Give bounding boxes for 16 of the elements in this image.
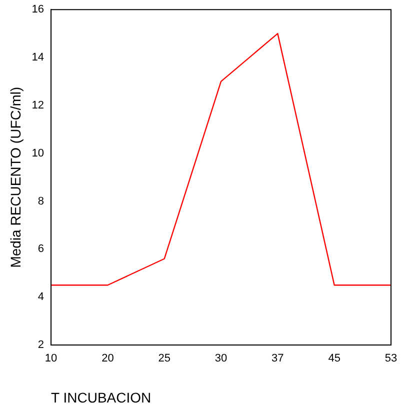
- y-tick-label: 10: [32, 147, 44, 160]
- y-tick-label: 6: [38, 243, 44, 256]
- y-tick-label: 14: [32, 52, 44, 64]
- x-tick-label: 20: [102, 352, 114, 365]
- x-tick-label: 45: [328, 352, 340, 365]
- y-tick-label: 4: [38, 291, 44, 304]
- x-axis-title: T INCUBACION: [51, 389, 152, 406]
- x-tick-label: 30: [214, 352, 228, 365]
- y-tick-label: 2: [38, 339, 44, 352]
- y-tick-label: 12: [32, 99, 44, 112]
- x-tick-label: 25: [158, 352, 170, 365]
- x-tick-label: 53: [384, 352, 398, 365]
- x-tick-label: 37: [272, 352, 284, 365]
- y-axis-title: Media RECUENTO (UFC/ml): [7, 86, 24, 268]
- y-tick-label: 16: [32, 4, 44, 16]
- y-tick-label: 8: [38, 195, 44, 208]
